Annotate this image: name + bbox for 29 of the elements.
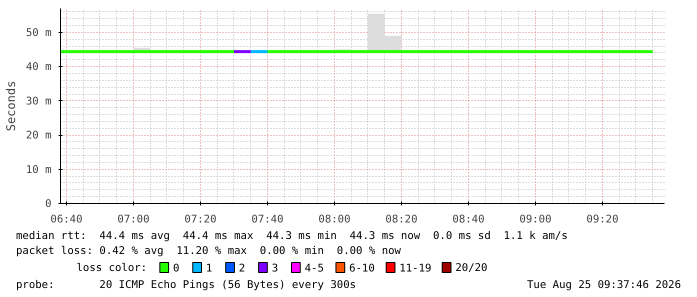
text: median rtt: 44.4 ms avg 44.4 ms max 44.3 ms min 44.3 ms now 0.0 ms sd 1.1 k am/s	[16, 228, 568, 243]
legend-label: 2	[238, 262, 246, 274]
x-tick-label: 06:40	[50, 212, 83, 226]
legend-label: 0	[172, 262, 180, 274]
y-tick-label: 50 m	[26, 26, 52, 39]
legend-label: 1	[206, 262, 212, 274]
legend-label: 3	[272, 262, 278, 274]
text: packet loss: 0.42 % avg 11.20 % max 0.00 % min 0.00 % now	[16, 243, 402, 258]
x-tick-label: 07:00	[117, 212, 150, 226]
legend-title: loss color:	[76, 261, 148, 274]
legend-label: 4-5	[304, 262, 324, 274]
y-tick-label: 0	[45, 197, 52, 210]
x-tick-label: 09:20	[586, 212, 618, 226]
legend-label: 20/20	[455, 261, 488, 274]
legend-label: 6-10	[349, 262, 375, 274]
legend-label: 11-19	[399, 262, 432, 274]
x-tick-label: 08:20	[385, 212, 418, 226]
x-tick-label: 07:20	[184, 212, 216, 226]
x-tick-label: 08:40	[452, 212, 485, 226]
y-tick-label: 10 m	[26, 162, 52, 176]
y-tick-label: 30 m	[26, 94, 52, 108]
y-tick-label: 20 m	[26, 128, 52, 142]
y-tick-label: 40 m	[26, 60, 52, 74]
x-tick-label: 09:00	[519, 212, 552, 226]
text: probe: 20 ICMP Echo Pings (56 Bytes) every 300s	[16, 277, 356, 292]
x-tick-label: 08:00	[318, 212, 350, 226]
y-axis-title: Seconds	[4, 80, 18, 132]
x-tick-label: 07:40	[251, 212, 284, 226]
text: Tue Aug 25 09:37:46 2026	[527, 277, 681, 292]
